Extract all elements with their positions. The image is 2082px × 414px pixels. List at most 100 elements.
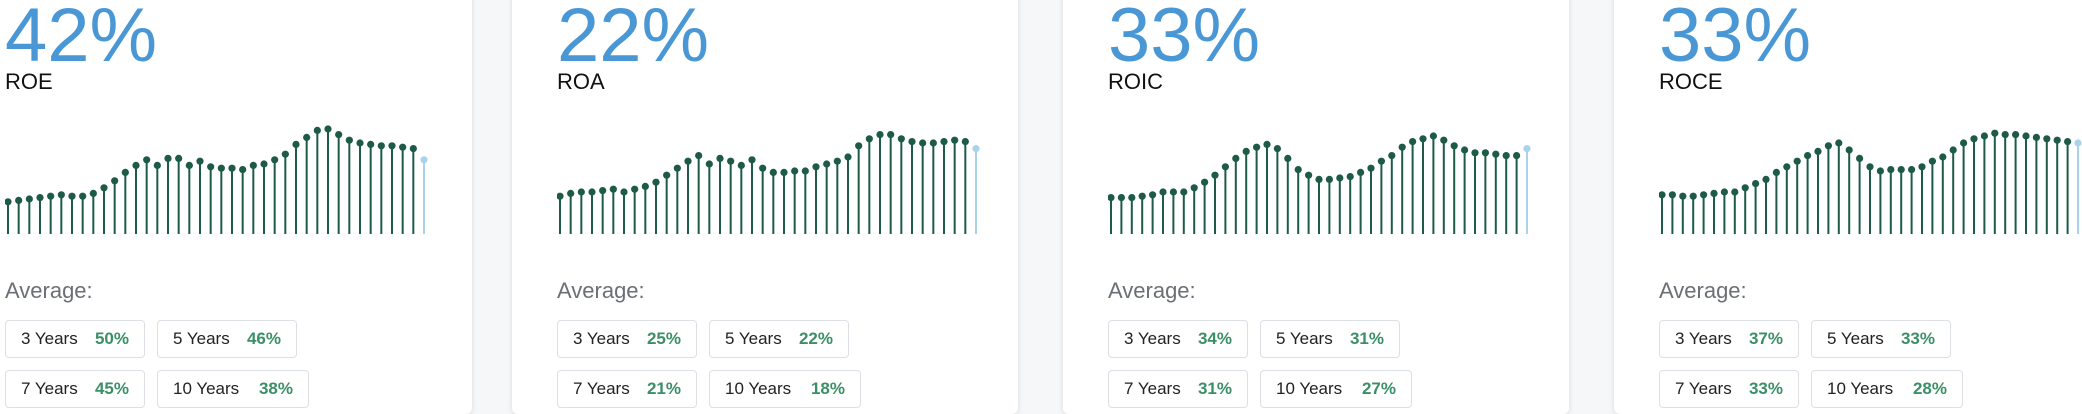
lollipop-point <box>1991 129 1999 137</box>
lollipop-point <box>620 188 628 196</box>
lollipop-point <box>1679 192 1687 200</box>
lollipop-point <box>292 140 300 148</box>
lollipop-point <box>1190 184 1198 192</box>
lollipop-point <box>1232 154 1240 162</box>
lollipop-point <box>1731 188 1739 196</box>
average-3-years[interactable]: 3 Years 34% <box>1108 320 1248 358</box>
lollipop-point <box>1159 188 1167 196</box>
lollipop-point <box>1138 192 1146 200</box>
lollipop-point <box>844 153 852 161</box>
lollipop-point <box>1346 173 1354 181</box>
lollipop-point <box>1263 140 1271 148</box>
lollipop-point <box>1856 154 1864 162</box>
lollipop-point <box>1814 147 1822 155</box>
lollipop-point <box>1793 157 1801 165</box>
lollipop-point <box>1949 146 1957 154</box>
lollipop-point <box>1960 139 1968 147</box>
average-10-years[interactable]: 10 Years 18% <box>709 370 861 408</box>
lollipop-point <box>217 164 225 172</box>
average-3-years[interactable]: 3 Years 50% <box>5 320 145 358</box>
average-7-years[interactable]: 7 Years 31% <box>1108 370 1248 408</box>
lollipop-point <box>897 135 905 143</box>
lollipop-point <box>1315 175 1323 183</box>
average-3-years[interactable]: 3 Years 25% <box>557 320 697 358</box>
average-value: 33% <box>1900 329 1935 348</box>
lollipop-point <box>1180 188 1188 196</box>
lollipop-point <box>367 140 375 148</box>
average-10-years[interactable]: 10 Years 28% <box>1811 370 1963 408</box>
average-10-years[interactable]: 10 Years 38% <box>157 370 309 408</box>
lollipop-point <box>143 156 151 164</box>
lollipop-point <box>303 133 311 141</box>
lollipop-point <box>1908 166 1916 174</box>
lollipop-point <box>823 160 831 168</box>
average-period: 3 Years <box>1675 329 1732 348</box>
lollipop-point <box>1409 138 1417 146</box>
average-5-years[interactable]: 5 Years 31% <box>1260 320 1400 358</box>
lollipop-point <box>769 168 777 176</box>
lollipop-point <box>1294 166 1302 174</box>
lollipop-point <box>695 152 703 160</box>
lollipop-point <box>2043 135 2051 143</box>
lollipop-point <box>2032 133 2040 141</box>
lollipop-point <box>705 160 713 168</box>
lollipop-point <box>1513 152 1521 160</box>
lollipop-point <box>1108 194 1115 202</box>
lollipop-point <box>1481 149 1489 157</box>
lollipop-point <box>855 142 863 150</box>
average-7-years[interactable]: 7 Years 45% <box>5 370 145 408</box>
average-5-years[interactable]: 5 Years 33% <box>1811 320 1951 358</box>
average-5-years[interactable]: 5 Years 22% <box>709 320 849 358</box>
lollipop-point <box>1752 180 1760 188</box>
lollipop-point <box>631 185 639 193</box>
lollipop-point <box>1845 146 1853 154</box>
average-value: 34% <box>1197 329 1232 348</box>
lollipop-point <box>641 182 649 190</box>
lollipop-point <box>36 194 44 202</box>
lollipop-point <box>919 139 927 147</box>
lollipop-point <box>951 136 959 144</box>
average-period: 7 Years <box>21 379 78 398</box>
lollipop-point <box>1659 191 1666 199</box>
lollipop-point <box>1357 168 1365 176</box>
metric-value: 33% <box>1108 0 1261 78</box>
lollipop-point <box>196 157 204 165</box>
lollipop-point <box>1710 189 1718 197</box>
average-5-years[interactable]: 5 Years 46% <box>157 320 297 358</box>
lollipop-point <box>1221 163 1229 171</box>
average-value: 33% <box>1748 379 1783 398</box>
lollipop-point <box>324 125 332 133</box>
lollipop-point <box>47 192 55 200</box>
average-10-years[interactable]: 10 Years 27% <box>1260 370 1412 408</box>
lollipop-point <box>1876 167 1884 175</box>
lollipop-point <box>557 192 564 200</box>
lollipop-point <box>609 185 617 193</box>
lollipop-point <box>673 164 681 172</box>
average-value: 22% <box>798 329 833 348</box>
lollipop-point <box>185 161 193 169</box>
average-7-years[interactable]: 7 Years 21% <box>557 370 697 408</box>
lollipop-point <box>599 187 607 195</box>
metric-name: ROE <box>5 69 53 94</box>
average-3-years[interactable]: 3 Years 37% <box>1659 320 1799 358</box>
metric-name: ROA <box>557 69 605 94</box>
lollipop-point <box>249 161 257 169</box>
card-roce: 33% ROCE Average: 3 Years 37% 5 Years 33… <box>1614 0 2082 414</box>
lollipop-point <box>25 195 33 203</box>
average-value: 50% <box>94 329 129 348</box>
lollipop-point <box>79 192 87 200</box>
lollipop-point <box>1772 168 1780 176</box>
lollipop-point <box>588 188 596 196</box>
lollipop-point <box>1492 150 1500 158</box>
lollipop-point <box>1367 164 1375 172</box>
lollipop-point <box>1461 146 1469 154</box>
lollipop-point <box>780 168 788 176</box>
average-7-years[interactable]: 7 Years 33% <box>1659 370 1799 408</box>
average-label: Average: <box>1659 278 1747 303</box>
lollipop-point <box>239 166 247 174</box>
metric-name: ROCE <box>1659 69 1723 94</box>
lollipop-point <box>972 145 980 153</box>
lollipop-point <box>1835 139 1843 147</box>
lollipop-point <box>1325 175 1333 183</box>
lollipop-point <box>175 154 183 162</box>
